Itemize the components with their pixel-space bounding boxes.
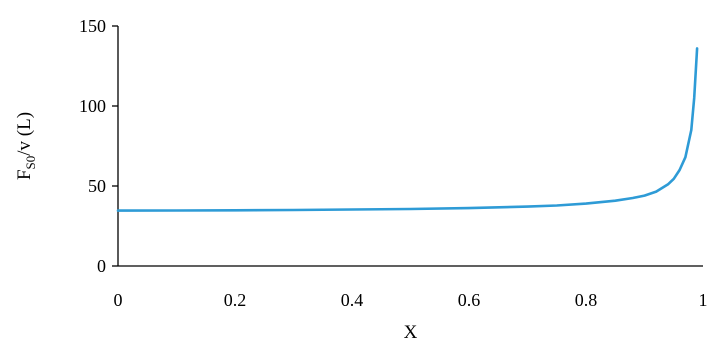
y-axis-title-subscript: S0	[23, 156, 38, 170]
x-tick-label: 0	[114, 290, 123, 310]
x-tick-label: 0.6	[458, 290, 481, 310]
x-axis-title: X	[404, 322, 418, 343]
x-tick-label: 0.2	[224, 290, 247, 310]
x-tick-label: 0.8	[575, 290, 598, 310]
y-tick-label: 100	[79, 96, 106, 116]
y-axis-title-main: F	[14, 169, 35, 180]
series-line	[116, 47, 699, 212]
tick-labels: 0 50 100 150 0 0.2 0.4 0.6 0.8 1	[79, 16, 708, 310]
x-tick-label: 0.4	[341, 290, 364, 310]
axes	[117, 26, 703, 267]
y-tick-label: 150	[79, 16, 106, 36]
y-axis-title-rest: /v (L)	[14, 112, 35, 156]
tick-marks	[112, 25, 118, 267]
y-tick-label: 50	[88, 176, 106, 196]
y-tick-label: 0	[97, 256, 106, 276]
y-axis-title: FS0/v (L)	[14, 112, 38, 180]
series-layer	[116, 47, 699, 212]
x-tick-label: 1	[699, 290, 708, 310]
